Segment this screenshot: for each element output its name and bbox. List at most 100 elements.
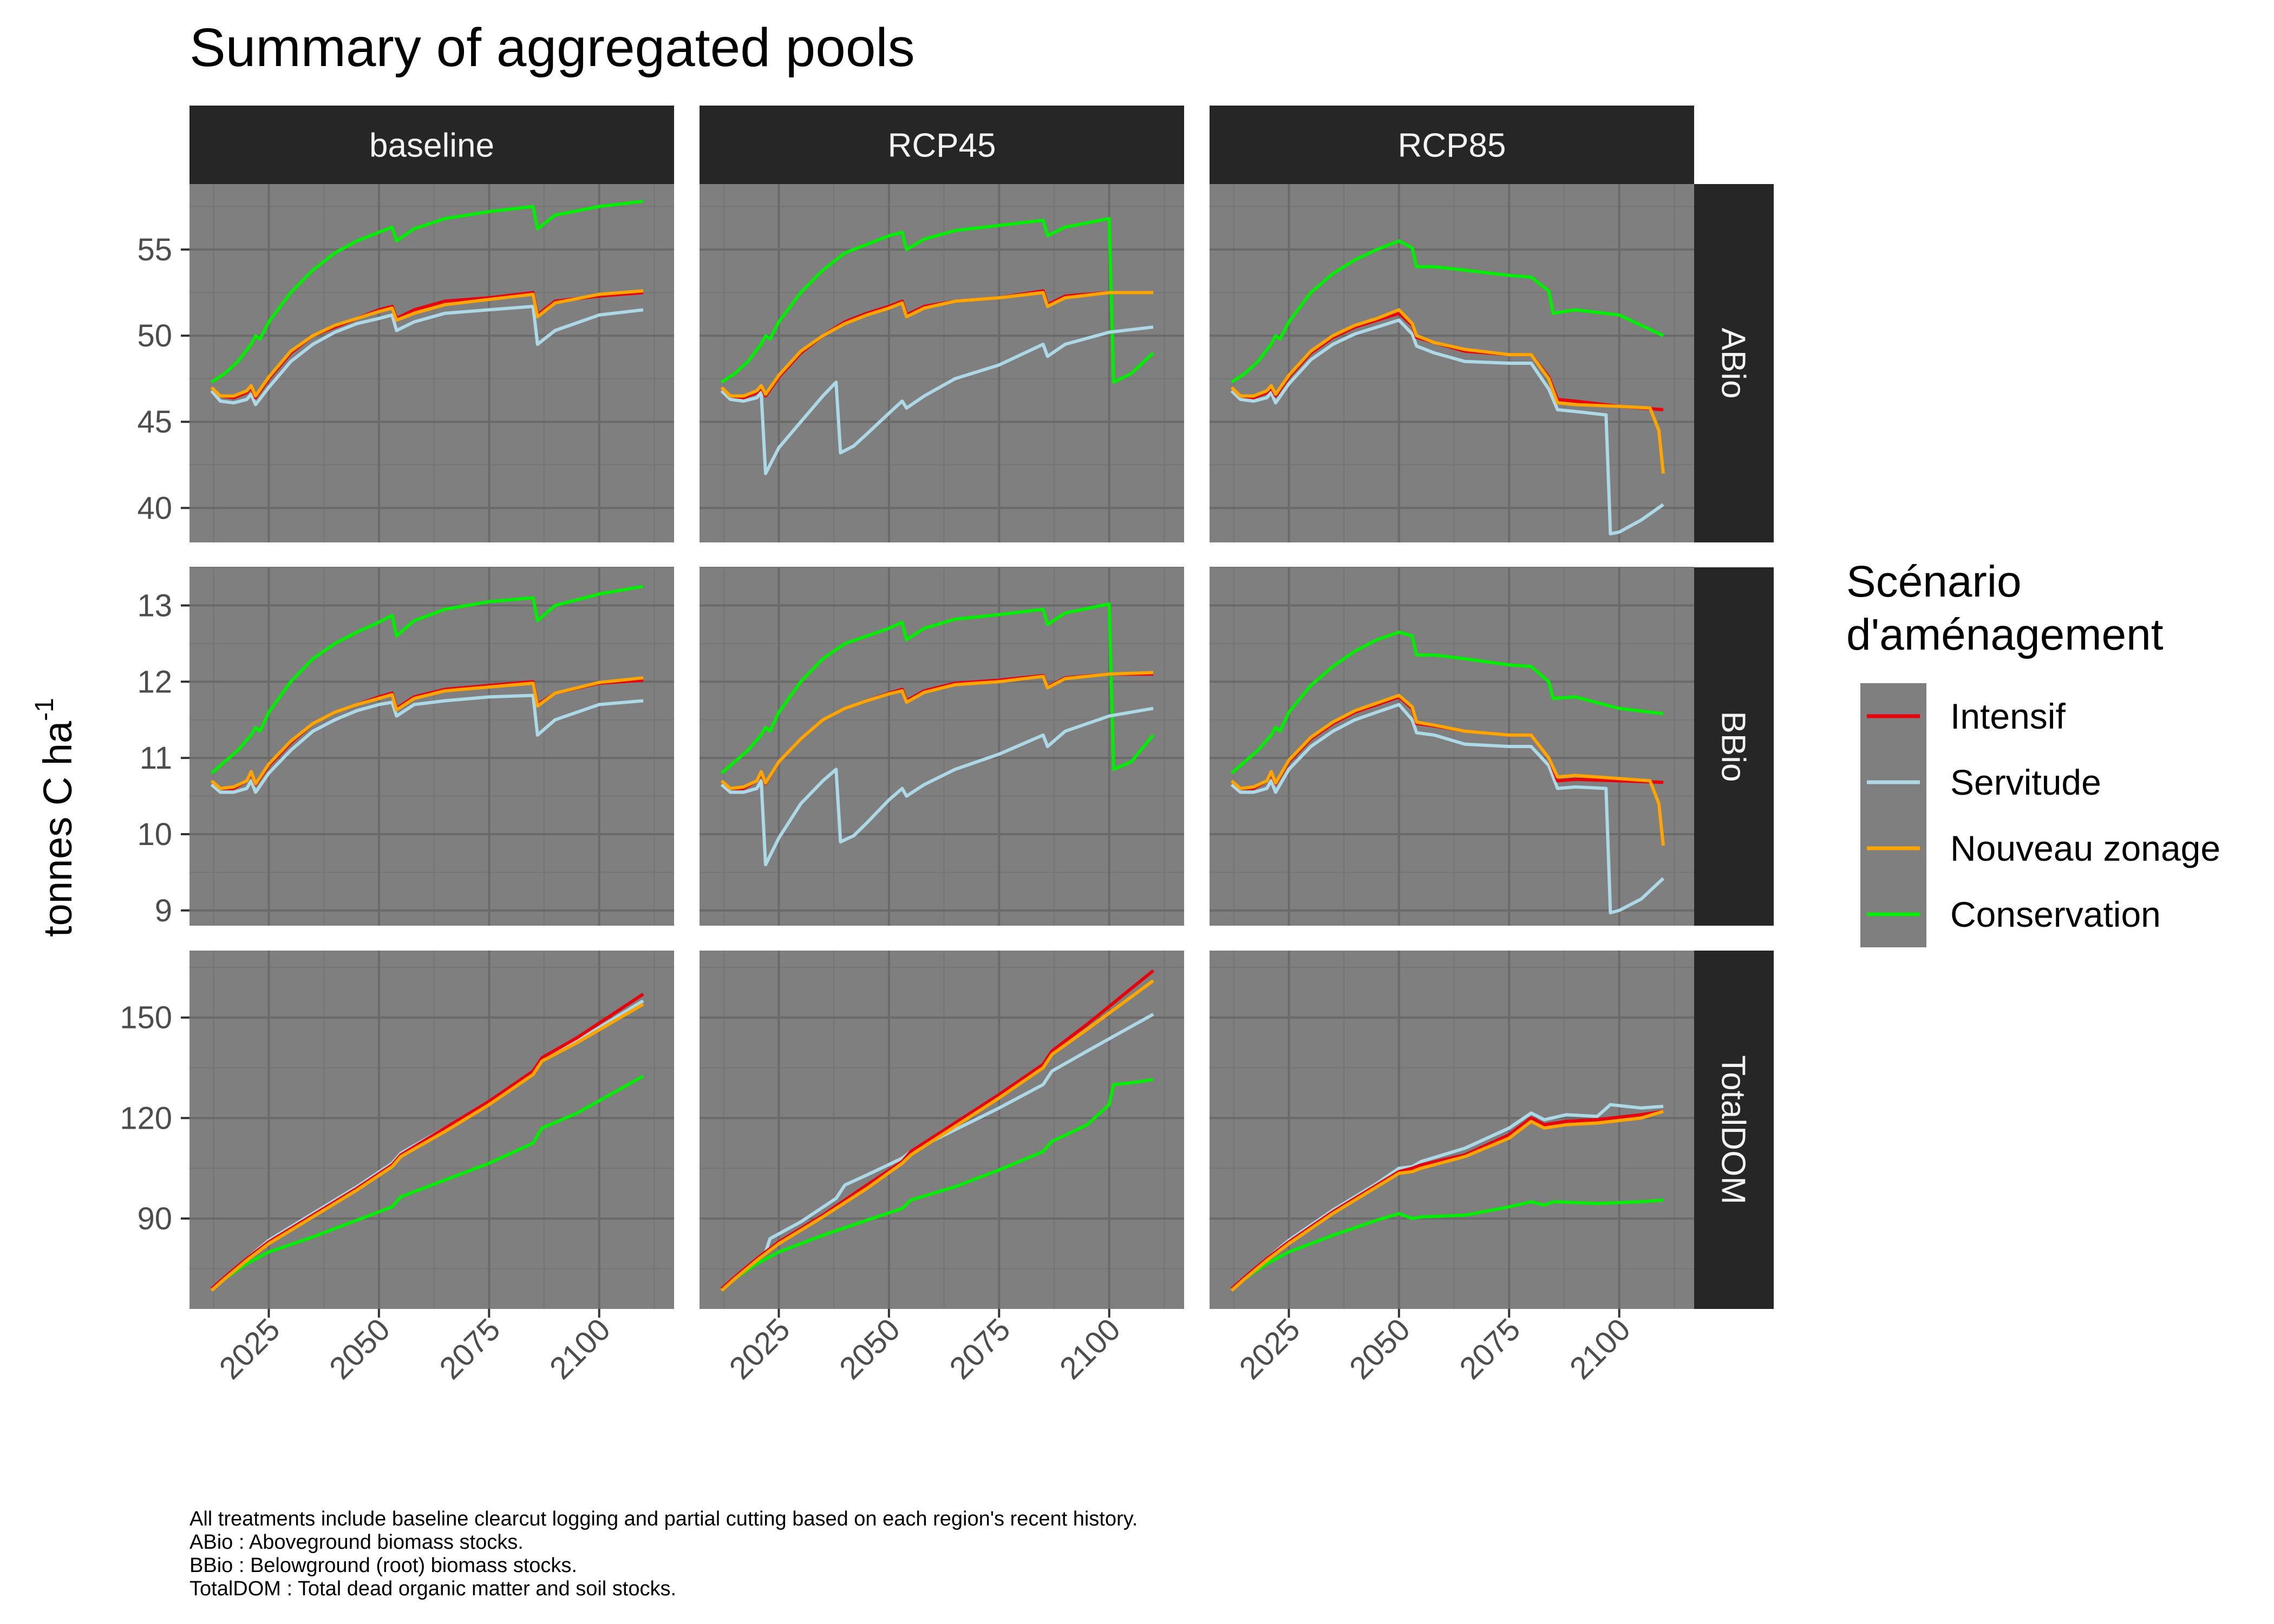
legend-item-intensif: Intensif (1860, 683, 2066, 749)
caption: All treatments include baseline clearcut… (190, 1508, 1138, 1600)
panel-rcp85-bbio (1210, 567, 1694, 926)
series-line-nouveau-zonage (1230, 1110, 1664, 1292)
panel-rcp45-abio (700, 184, 1184, 542)
strip-abio: ABio (1694, 184, 1774, 542)
legend-item-nouveau-zonage: Nouveau zonage (1860, 815, 2220, 881)
y-tick-label: 150 (120, 1000, 172, 1036)
series-line-servitude (720, 706, 1154, 867)
legend-item-servitude: Servitude (1860, 749, 2101, 815)
series-line-servitude (720, 325, 1154, 475)
panel-rcp45-totaldom (700, 951, 1184, 1309)
legend-items: Intensif Servitude Nouveau zonage Conservat… (1860, 683, 2220, 947)
legend-title-line2: d'aménagement (1846, 610, 2164, 659)
y-tick-label: 12 (137, 664, 172, 699)
panel-bg (1210, 567, 1694, 926)
strip-bg (1210, 106, 1694, 184)
strip-rcp85: RCP85 (1210, 106, 1694, 184)
legend-label: Conservation (1950, 894, 2161, 934)
x-tick-label: 2050 (323, 1312, 397, 1386)
series-line-nouveau-zonage (210, 1003, 644, 1292)
panel-rcp85-totaldom (1210, 951, 1694, 1309)
x-tick-label: 2100 (1563, 1312, 1637, 1386)
panel-bg (1210, 951, 1694, 1309)
panel-baseline-totaldom (190, 951, 674, 1309)
legend-title-line1: Scénario (1846, 557, 2022, 606)
strip-bg (1694, 951, 1774, 1309)
panel-bg (190, 567, 674, 926)
series-line-conservation (1230, 630, 1664, 775)
panel-baseline-bbio (190, 567, 674, 926)
series-line-conservation (210, 1075, 644, 1292)
y-tick-label: 13 (137, 588, 172, 623)
series-line-nouveau-zonage (720, 291, 1153, 398)
caption-line-3: BBio : Belowground (root) biomass stocks… (190, 1554, 577, 1577)
y-tick-label: 55 (137, 232, 172, 267)
caption-line-1: All treatments include baseline clearcut… (190, 1508, 1138, 1530)
strip-bg (1694, 567, 1774, 926)
chart-title: Summary of aggregated pools (190, 17, 915, 78)
y-tick-label: 10 (137, 817, 172, 852)
legend: Scénario d'aménagement Intensif Servitude… (1846, 557, 2220, 947)
strip-bg (700, 106, 1184, 184)
panel-rcp45-bbio (700, 567, 1184, 926)
x-tick-label: 2100 (543, 1312, 617, 1386)
caption-line-2: ABio : Aboveground biomass stocks. (190, 1531, 524, 1554)
series-line-conservation (211, 199, 644, 384)
strip-label: TotalDOM (1715, 1055, 1752, 1204)
panel-bg (190, 184, 674, 542)
x-tick-label: 2075 (433, 1312, 507, 1386)
panel-bg (190, 951, 674, 1309)
y-axis-title-superscript: -1 (30, 698, 59, 721)
panel-bg (700, 567, 1184, 926)
series-line-conservation (210, 585, 644, 775)
strip-label: RCP85 (1398, 127, 1506, 165)
series-line-servitude (1230, 703, 1665, 915)
strip-label: ABio (1715, 328, 1752, 399)
series-line-conservation (721, 217, 1155, 384)
caption-line-4: TotalDOM : Total dead organic matter and… (190, 1577, 676, 1600)
panel-rcp85-abio (1210, 184, 1694, 542)
y-tick-label: 40 (137, 490, 172, 526)
strip-bbio: BBio (1694, 567, 1774, 926)
series-line-conservation (1231, 239, 1664, 384)
series-line-nouveau-zonage (210, 676, 644, 790)
x-tick-label: 2100 (1053, 1312, 1127, 1386)
legend-label: Servitude (1950, 762, 2101, 802)
x-tick-label: 2025 (1232, 1312, 1306, 1386)
legend-item-conservation: Conservation (1860, 881, 2161, 947)
strip-label: baseline (369, 127, 494, 165)
y-axis-title: tonnes C ha-1 (30, 698, 80, 937)
x-tick-label: 2050 (1343, 1312, 1417, 1386)
x-tick-label: 2075 (943, 1312, 1017, 1386)
y-tick-label: 9 (155, 893, 172, 928)
series-line-nouveau-zonage (1230, 693, 1665, 846)
panel-baseline-abio (190, 184, 674, 542)
legend-label: Intensif (1950, 696, 2066, 736)
panels: baseline RCP45 RCP85 ABio BBio TotalDOM 40 45 50… (120, 106, 1774, 1386)
series-line-servitude (210, 693, 644, 794)
series-line-nouveau-zonage (210, 289, 644, 398)
x-tick-label: 2075 (1453, 1312, 1527, 1386)
x-tick-label: 2050 (833, 1312, 907, 1386)
strip-rcp45: RCP45 (700, 106, 1184, 184)
series-line-nouveau-zonage (720, 671, 1154, 790)
y-tick-label: 120 (120, 1101, 172, 1136)
series-line-servitude (1230, 318, 1664, 536)
strip-label: RCP45 (888, 127, 996, 165)
x-tick-label: 2025 (722, 1312, 796, 1386)
series-line-conservation (1230, 1198, 1664, 1292)
strip-totaldom: TotalDOM (1694, 951, 1774, 1309)
panel-bg (1210, 184, 1694, 542)
y-tick-label: 11 (140, 741, 172, 776)
strip-baseline: baseline (190, 106, 674, 184)
y-tick-label: 50 (137, 318, 172, 353)
y-tick-label: 90 (137, 1201, 172, 1236)
series-line-servitude (210, 305, 644, 407)
strip-bg (1694, 184, 1774, 542)
panel-bg (700, 184, 1184, 542)
series-line-conservation (720, 1078, 1154, 1292)
legend-label: Nouveau zonage (1950, 828, 2220, 868)
series-line-nouveau-zonage (1230, 308, 1665, 474)
series-line-nouveau-zonage (720, 979, 1154, 1292)
